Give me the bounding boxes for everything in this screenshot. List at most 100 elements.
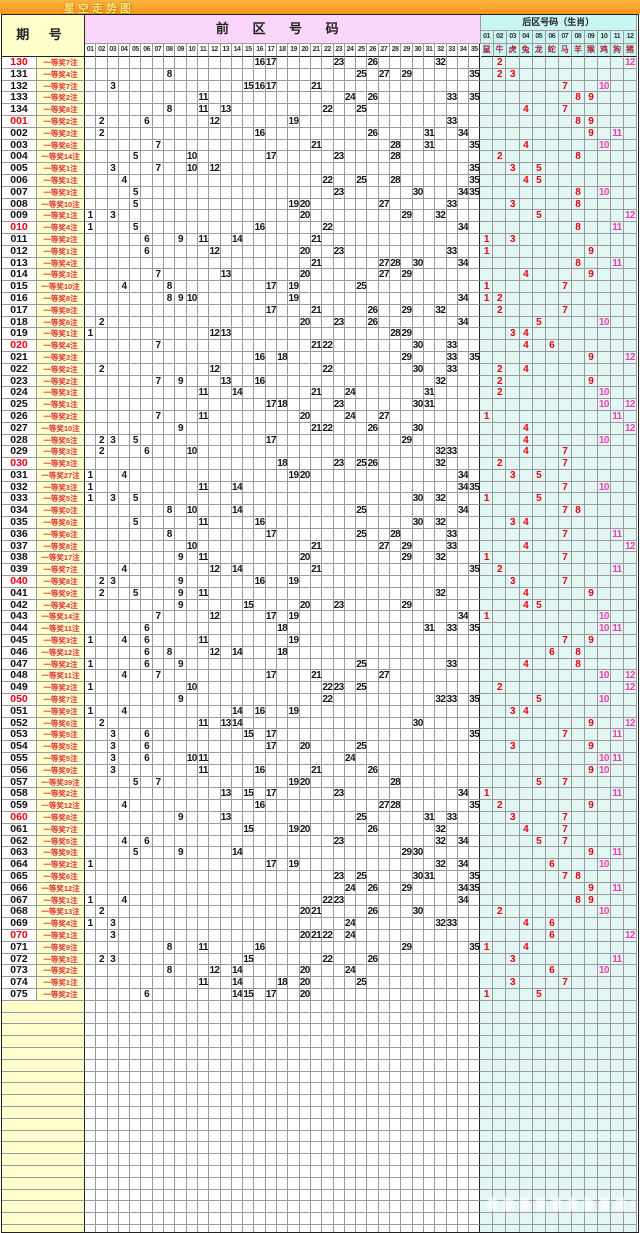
front-number-cell: 6 (141, 658, 153, 671)
front-empty-cell (85, 576, 97, 588)
front-number-cell: 20 (299, 316, 311, 329)
front-empty-cell (367, 599, 379, 612)
front-empty-cell (220, 540, 232, 553)
back-empty-cell (597, 1154, 611, 1166)
front-empty-cell (401, 104, 413, 116)
front-empty-cell (164, 1059, 176, 1072)
front-empty-cell (265, 977, 278, 989)
front-empty-cell (367, 658, 379, 671)
front-empty-cell (469, 658, 481, 671)
front-empty-cell (356, 941, 368, 954)
front-empty-cell (85, 906, 97, 919)
front-empty-cell (141, 611, 153, 624)
front-empty-cell (265, 717, 278, 730)
back-empty-cell (597, 564, 611, 577)
front-empty-cell (130, 245, 142, 258)
front-empty-cell (469, 1106, 481, 1119)
front-empty-cell (446, 1201, 458, 1214)
front-empty-cell (243, 977, 255, 989)
front-empty-cell (130, 1071, 142, 1084)
front-number-cell: 25 (356, 174, 368, 187)
front-empty-cell (243, 576, 255, 588)
front-empty-cell (401, 800, 413, 812)
back-empty-cell (610, 823, 624, 836)
front-empty-cell (277, 870, 289, 883)
back-empty-cell (610, 705, 624, 718)
front-empty-cell (197, 493, 210, 506)
front-empty-cell (310, 127, 323, 140)
front-empty-cell (299, 1130, 311, 1143)
front-empty-cell (152, 882, 165, 895)
back-number-cell: 10 (597, 434, 611, 447)
period-number: 007 (2, 186, 37, 199)
front-number-cell: 13 (220, 269, 232, 282)
front-empty-cell (243, 1059, 255, 1072)
front-empty-cell (220, 1106, 232, 1119)
back-empty-cell (519, 906, 533, 919)
front-col-33: 33 (446, 44, 458, 57)
front-empty-cell (299, 1106, 311, 1119)
front-empty-cell (469, 469, 481, 482)
front-empty-cell (299, 351, 311, 364)
front-empty-cell (446, 741, 458, 754)
front-empty-cell (299, 340, 311, 352)
front-empty-cell (423, 965, 436, 978)
front-empty-cell (175, 953, 187, 966)
front-empty-cell (423, 1012, 436, 1025)
front-empty-cell (457, 552, 470, 565)
front-empty-cell (469, 1071, 481, 1084)
back-empty-cell (610, 163, 624, 175)
front-number-cell: 30 (412, 257, 424, 270)
front-empty-cell (197, 1189, 210, 1202)
front-empty-cell (412, 753, 424, 765)
front-empty-cell (152, 517, 165, 529)
front-empty-cell (390, 458, 402, 470)
back-empty-cell (597, 257, 611, 270)
front-empty-cell (299, 57, 311, 69)
front-empty-cell (209, 1165, 221, 1178)
front-empty-cell (175, 564, 187, 577)
back-empty-cell (597, 1071, 611, 1084)
back-empty-cell (506, 800, 520, 812)
front-empty-cell (141, 1189, 153, 1202)
front-empty-cell (356, 186, 368, 199)
empty-row (2, 1142, 638, 1155)
front-number-cell: 35 (469, 882, 481, 895)
back-empty-cell (571, 1154, 585, 1166)
front-empty-cell (175, 670, 187, 683)
front-empty-cell (356, 835, 368, 848)
front-empty-cell (288, 753, 300, 765)
front-empty-cell (288, 906, 300, 919)
front-empty-cell (96, 753, 108, 765)
back-empty-cell (506, 646, 520, 659)
back-empty-cell (532, 729, 546, 742)
front-empty-cell (254, 682, 266, 695)
front-empty-cell (96, 1118, 108, 1131)
back-empty-cell (610, 186, 624, 199)
front-empty-cell (367, 859, 379, 871)
page-title: 星空走势图 (64, 3, 134, 15)
front-empty-cell (344, 351, 357, 364)
front-empty-cell (401, 505, 413, 518)
front-empty-cell (423, 894, 436, 907)
front-empty-cell (265, 104, 278, 116)
front-empty-cell (333, 1024, 345, 1037)
back-number-cell: 4 (519, 434, 533, 447)
back-empty-cell (506, 1106, 520, 1119)
front-number-cell: 9 (175, 375, 187, 388)
front-empty-cell (118, 80, 131, 93)
front-empty-cell (107, 328, 119, 341)
back-number-cell: 3 (506, 163, 520, 175)
back-empty-cell (493, 517, 507, 529)
front-number-cell: 22 (322, 694, 334, 706)
back-empty-cell (558, 705, 572, 718)
front-empty-cell (367, 564, 379, 577)
front-empty-cell (423, 92, 436, 105)
front-empty-cell (344, 340, 357, 352)
front-empty-cell (322, 469, 334, 482)
draw-row: 016 一等奖8注 8 9 10 19 34 1 2 (2, 292, 638, 305)
front-empty-cell (322, 753, 334, 765)
front-empty-cell (164, 481, 176, 494)
front-empty-cell (164, 387, 176, 400)
front-empty-cell (322, 233, 334, 246)
